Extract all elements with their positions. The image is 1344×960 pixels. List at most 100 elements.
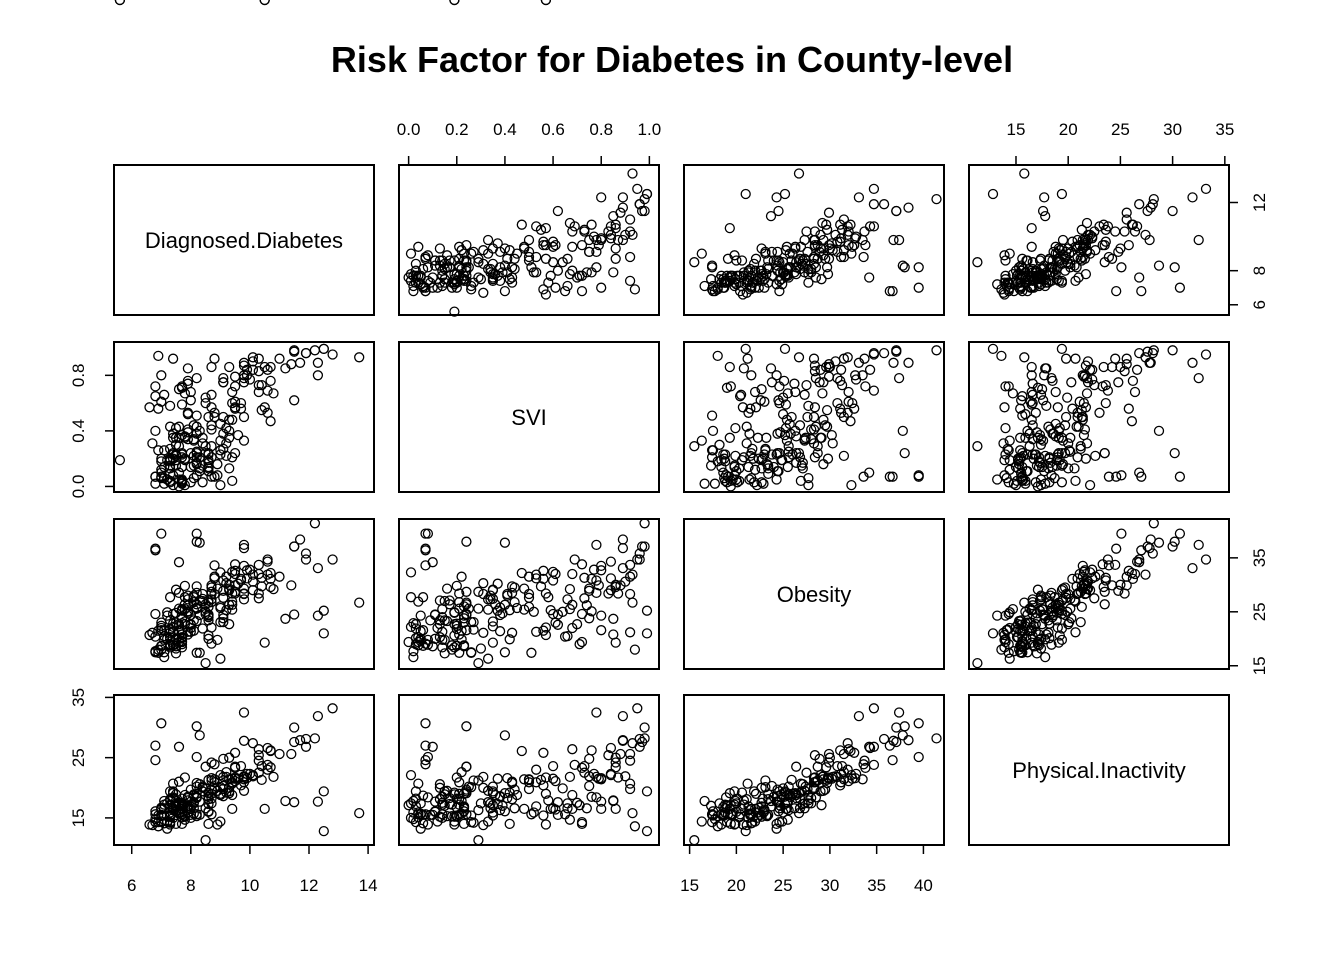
data-point [1037, 205, 1049, 217]
data-point [150, 813, 161, 825]
data-point [241, 573, 253, 584]
data-point [547, 608, 559, 620]
data-point [224, 585, 235, 596]
data-point [265, 762, 276, 773]
data-point [461, 262, 472, 273]
data-point [773, 205, 784, 217]
data-point [777, 783, 789, 794]
data-point [422, 819, 434, 830]
data-point [235, 575, 247, 586]
data-point [1039, 370, 1050, 381]
axis-left-physical-inactivity: 15 25 35 [69, 688, 115, 827]
data-point [1032, 432, 1044, 443]
data-point [786, 411, 797, 423]
tick-label: 0.6 [541, 120, 565, 139]
tick-label: 35 [867, 876, 886, 895]
data-point [540, 772, 552, 783]
data-point [1080, 588, 1092, 599]
data-point [1016, 395, 1027, 406]
data-point [487, 788, 499, 799]
data-point [1027, 397, 1038, 409]
data-point [506, 272, 518, 283]
data-point [800, 432, 811, 443]
data-point [624, 275, 636, 287]
data-point [779, 343, 791, 355]
data-point [740, 188, 751, 200]
data-point [1169, 536, 1180, 547]
data-point [552, 809, 564, 821]
data-point [170, 607, 182, 619]
variable-label: Physical.Inactivity [1012, 758, 1186, 783]
data-point [791, 761, 802, 772]
data-point [746, 270, 757, 281]
data-point [1070, 353, 1081, 364]
data-point [463, 603, 474, 614]
data-point [194, 647, 205, 658]
data-point [405, 812, 417, 824]
data-point [159, 818, 170, 829]
data-point [724, 803, 735, 815]
data-point [185, 395, 196, 406]
data-point [318, 343, 329, 355]
data-point [740, 825, 751, 837]
data-point [1015, 284, 1026, 295]
data-point [429, 796, 441, 807]
data-point [164, 592, 176, 603]
data-point [1053, 637, 1064, 648]
data-point [511, 602, 523, 614]
data-point [413, 778, 424, 789]
data-point [1103, 251, 1115, 263]
panel-svi-vs-obesity [683, 341, 945, 493]
panel-grid: Diagnosed.Diabetes SVI Obesity Physical.Ina… [69, 0, 1269, 895]
data-point [748, 453, 759, 464]
data-point [499, 788, 511, 799]
data-point [176, 635, 188, 647]
data-point [797, 779, 808, 790]
data-point [547, 236, 559, 247]
data-point [454, 241, 465, 252]
data-point [567, 226, 578, 237]
data-point [617, 542, 629, 554]
data-point [1075, 246, 1086, 258]
data-point [605, 742, 617, 754]
data-point [209, 411, 220, 423]
data-point [259, 0, 270, 6]
data-point [506, 627, 518, 638]
data-point [191, 528, 202, 539]
data-point [1147, 347, 1158, 359]
data-point [309, 345, 321, 356]
data-point [408, 651, 419, 663]
data-point [1116, 262, 1127, 273]
data-point [759, 806, 770, 817]
data-point [576, 559, 588, 570]
data-point [624, 226, 636, 237]
data-point [1016, 260, 1027, 271]
data-point [1032, 584, 1044, 595]
data-point [596, 560, 607, 572]
data-point [774, 285, 785, 297]
data-point [712, 810, 723, 822]
data-point [586, 606, 597, 617]
data-point [185, 626, 196, 637]
data-point [1040, 210, 1051, 222]
data-point [931, 345, 942, 356]
data-point [456, 795, 467, 807]
data-point [1056, 623, 1068, 634]
data-point [475, 643, 487, 654]
data-point [153, 445, 164, 456]
data-point [1030, 265, 1041, 276]
data-point [1080, 453, 1092, 464]
data-point [262, 742, 273, 754]
data-point [173, 587, 185, 599]
data-point [478, 578, 489, 589]
data-point [312, 562, 324, 574]
data-point [188, 615, 199, 626]
data-point [1200, 183, 1212, 195]
data-point [538, 810, 549, 821]
data-point [504, 787, 515, 798]
data-point [167, 479, 179, 491]
data-point [835, 777, 847, 788]
data-point [492, 238, 503, 249]
data-point [144, 629, 155, 641]
data-point [197, 588, 208, 600]
